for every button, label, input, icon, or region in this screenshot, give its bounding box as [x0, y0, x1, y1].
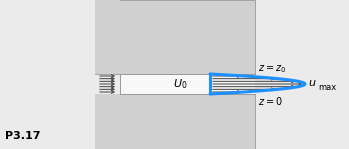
Bar	[95, 94, 255, 149]
Text: $z = z_0$: $z = z_0$	[258, 63, 286, 75]
Bar	[95, 0, 120, 74]
Bar	[120, 74, 255, 94]
Text: max: max	[318, 83, 336, 91]
Bar	[95, 0, 255, 74]
Bar	[95, 94, 120, 149]
Text: $z = 0$: $z = 0$	[258, 95, 283, 107]
Text: P3.17: P3.17	[5, 131, 40, 141]
Text: $u$: $u$	[308, 78, 317, 88]
Text: $U_0$: $U_0$	[173, 77, 187, 91]
